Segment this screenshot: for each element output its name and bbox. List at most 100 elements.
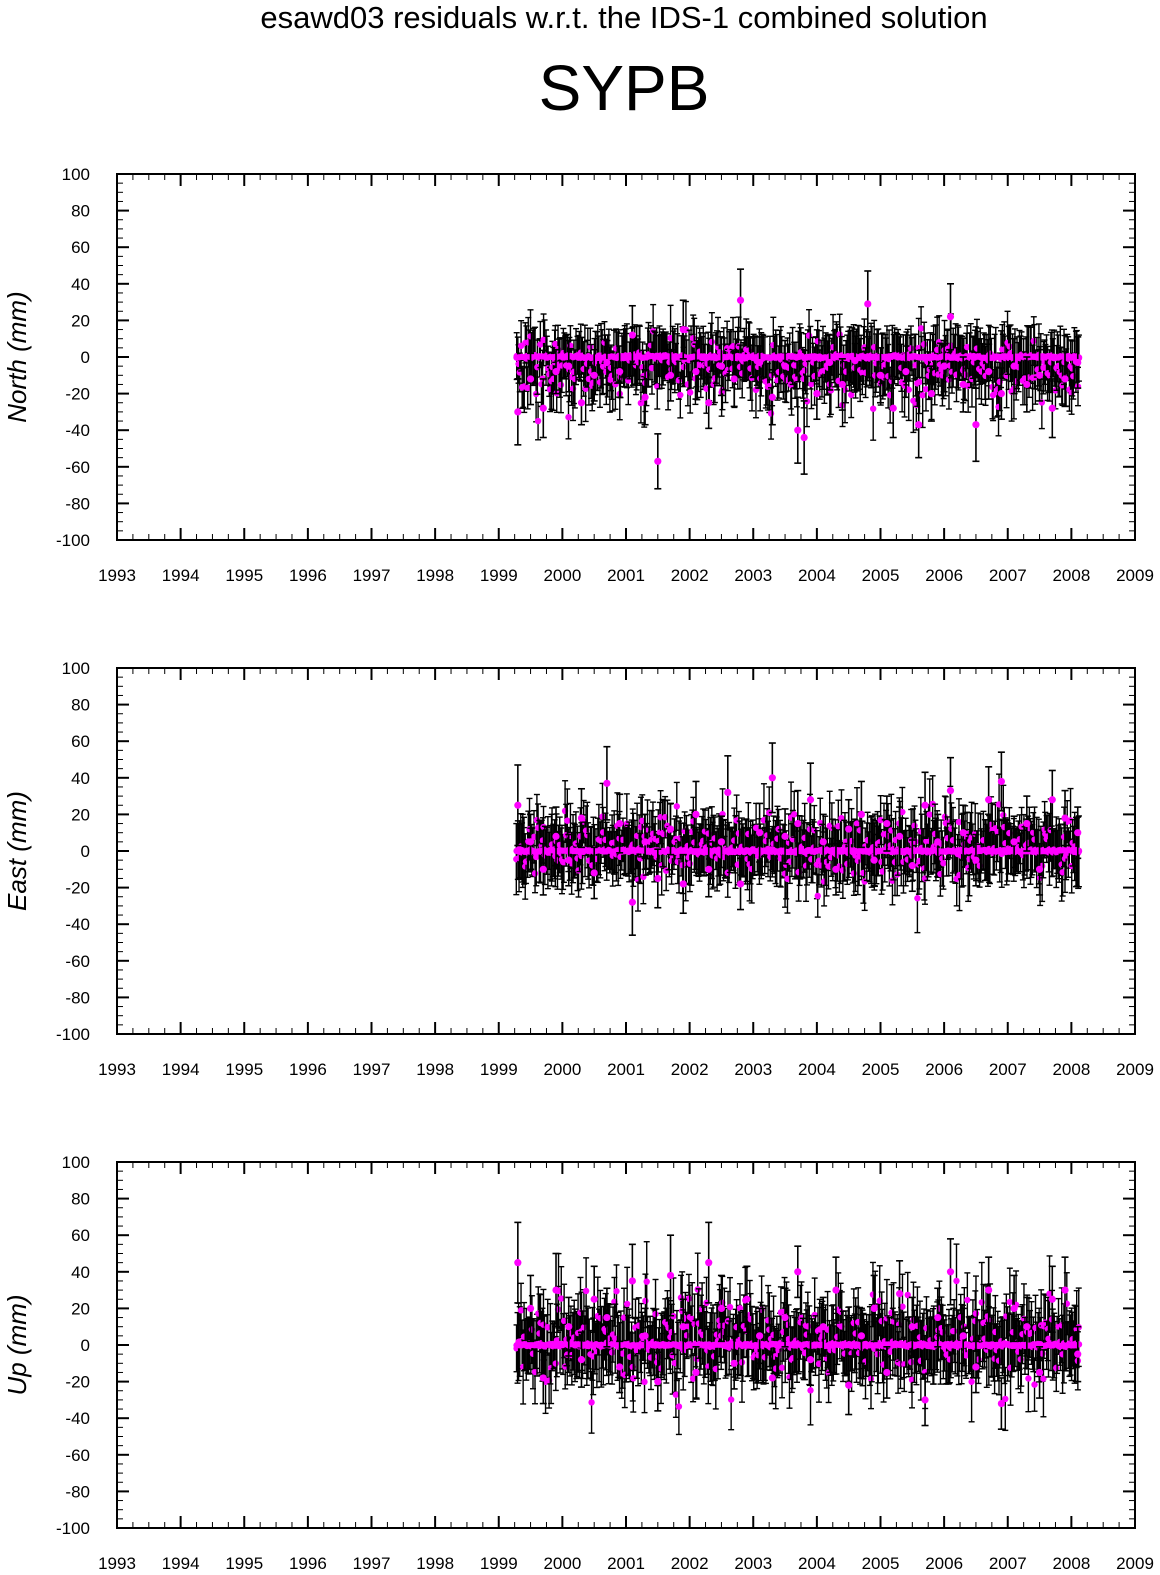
x-tick-label: 2009	[1116, 1060, 1154, 1079]
x-tick-label: 1999	[480, 566, 518, 585]
x-tick-label: 2002	[671, 566, 709, 585]
x-tick-label: 2005	[862, 1060, 900, 1079]
data-point	[680, 363, 687, 371]
x-tick-label: 2001	[607, 1060, 645, 1079]
data-point	[616, 368, 624, 376]
data-point	[767, 410, 775, 417]
y-tick-label: -80	[65, 494, 90, 513]
data-point	[922, 386, 930, 393]
data-point	[552, 340, 559, 348]
zero-band	[513, 352, 1083, 362]
data-point	[1048, 404, 1056, 412]
data-point	[916, 378, 923, 386]
x-tick-label: 1999	[480, 1060, 518, 1079]
data-point	[997, 390, 1005, 398]
y-tick-label: 20	[71, 311, 90, 330]
data-point	[557, 381, 565, 389]
data-point	[838, 380, 846, 389]
x-tick-label: 1994	[162, 566, 200, 585]
data-point	[673, 803, 680, 810]
data-point	[571, 375, 579, 383]
data-point	[654, 457, 662, 465]
data-point	[814, 337, 821, 345]
data-point	[864, 300, 872, 308]
data-point	[926, 811, 933, 818]
data-point	[940, 362, 948, 370]
data-point	[565, 362, 573, 370]
x-tick-label: 2006	[925, 566, 963, 585]
data-point	[814, 892, 821, 900]
station-title: SYPB	[538, 52, 710, 124]
data-point	[705, 399, 713, 407]
y-tick-label: 80	[71, 202, 90, 221]
x-tick-label: 2004	[798, 1060, 836, 1079]
x-tick-label: 1996	[289, 1060, 327, 1079]
data-point	[590, 371, 598, 379]
data-point	[963, 343, 971, 351]
data-point	[717, 362, 726, 370]
data-point	[914, 895, 921, 902]
x-tick-label: 1995	[225, 566, 263, 585]
x-tick-label: 2009	[1116, 566, 1154, 585]
data-point	[666, 371, 675, 379]
data-point	[1023, 380, 1031, 389]
x-tick-label: 1997	[353, 566, 391, 585]
data-point	[955, 818, 963, 826]
data-point	[940, 860, 947, 867]
data-point	[587, 343, 594, 351]
data-point	[851, 357, 859, 365]
data-point	[784, 875, 791, 883]
data-point	[524, 384, 531, 392]
data-point	[752, 824, 760, 832]
data-point	[641, 393, 649, 401]
data-point	[531, 870, 539, 877]
data-point	[972, 421, 980, 429]
data-point	[919, 392, 926, 399]
x-tick-label: 1993	[98, 1060, 136, 1079]
data-point	[1061, 375, 1069, 383]
x-tick-label: 1994	[162, 1060, 200, 1079]
y-tick-label: -100	[56, 531, 90, 550]
y-tick-label: 0	[81, 842, 90, 861]
x-tick-label: 1998	[416, 1060, 454, 1079]
data-point	[679, 325, 687, 334]
data-point	[946, 313, 955, 321]
data-point	[533, 853, 540, 861]
data-point	[565, 413, 572, 421]
series-points	[514, 268, 1082, 490]
x-tick-label: 2006	[925, 1060, 963, 1079]
y-tick-label: -20	[65, 879, 90, 898]
data-point	[514, 408, 522, 416]
y-axis-title: East (mm)	[2, 791, 32, 911]
y-tick-label: 20	[71, 805, 90, 824]
y-tick-label: 100	[62, 659, 90, 678]
data-point	[661, 814, 669, 821]
data-point	[677, 391, 684, 399]
data-point	[552, 368, 560, 376]
data-point	[603, 358, 611, 367]
data-point	[522, 863, 529, 870]
data-point	[1035, 371, 1044, 379]
data-point	[959, 380, 967, 389]
data-point	[801, 367, 808, 374]
data-point	[1010, 362, 1018, 370]
x-tick-label: 1998	[416, 566, 454, 585]
data-point	[768, 393, 776, 401]
data-point	[876, 371, 885, 379]
data-point	[800, 433, 808, 442]
data-point	[853, 820, 861, 827]
data-point	[756, 358, 764, 367]
x-tick-label: 1993	[98, 566, 136, 585]
data-point	[869, 405, 877, 412]
data-point	[899, 808, 906, 816]
data-point	[526, 375, 535, 383]
data-point	[985, 368, 993, 376]
y-tick-label: -60	[65, 458, 90, 477]
x-tick-label: 2005	[862, 566, 900, 585]
y-tick-label: -20	[65, 385, 90, 404]
x-tick-label: 1995	[225, 1060, 263, 1079]
data-point	[708, 338, 716, 346]
y-tick-label: 60	[71, 238, 90, 257]
y-tick-label: -60	[65, 952, 90, 971]
x-tick-label: 2001	[607, 566, 645, 585]
